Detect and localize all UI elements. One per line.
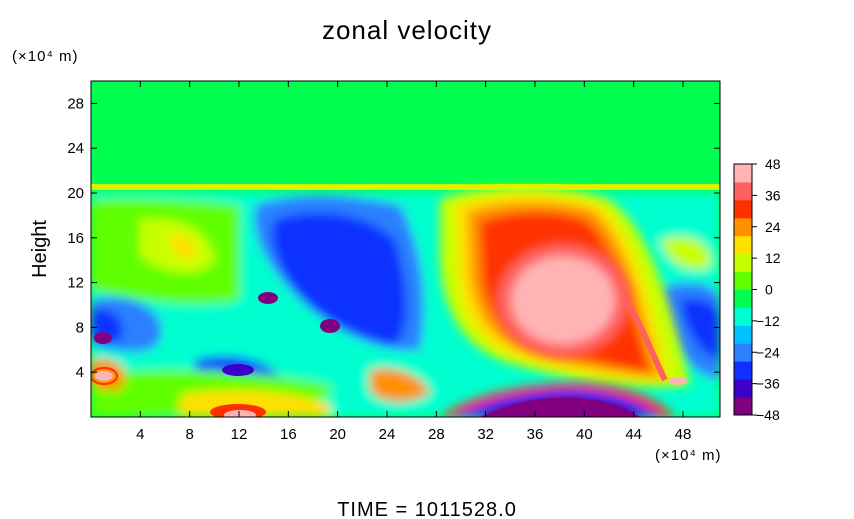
colorbar-segment (734, 199, 752, 219)
x-tick-label: 12 (231, 426, 248, 443)
colorbar-segment (734, 164, 752, 183)
x-tick-label: 32 (477, 426, 494, 443)
x-tick-label: 20 (329, 426, 346, 443)
detail-spots (91, 292, 687, 417)
x-tick-label: 36 (527, 426, 544, 443)
time-annotation: TIME = 1011528.0 (337, 499, 517, 519)
layer-interface-core (91, 186, 720, 188)
colorbar-segment (734, 271, 752, 290)
x-tick-label: 8 (185, 426, 193, 443)
colorbar: 48 36 24 12 0 −12 −24 −36 −48 (733, 156, 781, 423)
x-tick-label: 40 (576, 426, 593, 443)
x-tick-label: 44 (625, 426, 642, 443)
colorbar-tick-label: −48 (756, 407, 780, 423)
x-tick-label: 4 (136, 426, 144, 443)
plot-frame (90, 80, 721, 418)
y-tick-label: 28 (67, 95, 84, 112)
colorbar-segment (734, 361, 752, 380)
heatmap-field (91, 81, 720, 417)
colorbar-segment (734, 217, 752, 237)
colorbar-tick-label: 48 (765, 156, 781, 172)
colorbar-tick-label: 0 (765, 282, 773, 298)
y-axis: 4 8 12 16 20 24 28 (67, 95, 720, 381)
negative-jet-core (480, 397, 640, 417)
x-tick-label: 16 (280, 426, 297, 443)
x-axis: 4 8 12 16 20 24 28 32 36 40 44 48 (136, 81, 691, 443)
x-tick-label: 48 (675, 426, 692, 443)
colorbar-segment (734, 181, 752, 201)
colorbar-tick-label: 12 (765, 250, 781, 266)
x-tick-label: 28 (428, 426, 445, 443)
x-tick-label: 24 (379, 426, 396, 443)
x-axis-unit: (×10⁴ m) (655, 447, 722, 464)
colorbar-segment (734, 307, 752, 326)
colorbar-segment (734, 343, 752, 362)
y-tick-label: 12 (67, 275, 84, 292)
colorbar-segment (734, 379, 752, 398)
y-tick-label: 8 (76, 319, 84, 336)
y-tick-label: 16 (67, 230, 84, 247)
y-tick-label: 20 (67, 185, 84, 202)
colorbar-segment (734, 397, 752, 416)
colorbar-tick-label: 24 (765, 219, 781, 235)
positive-jet-core (495, 242, 631, 358)
colorbar-tick-label: 36 (765, 187, 781, 203)
colorbar-tick-label: −24 (756, 344, 780, 360)
colorbar-segment (734, 253, 752, 273)
y-axis-unit: (×10⁴ m) (12, 48, 79, 65)
colorbar-tick-label: −36 (756, 376, 780, 392)
colorbar-segment (734, 235, 752, 255)
colorbar-segment (734, 289, 752, 308)
y-axis-label: Height (29, 220, 51, 278)
chart-title: zonal velocity (322, 15, 492, 45)
colorbar-segment (734, 325, 752, 344)
y-tick-label: 4 (76, 364, 84, 381)
colorbar-tick-label: −12 (756, 313, 780, 329)
y-tick-label: 24 (67, 140, 84, 157)
